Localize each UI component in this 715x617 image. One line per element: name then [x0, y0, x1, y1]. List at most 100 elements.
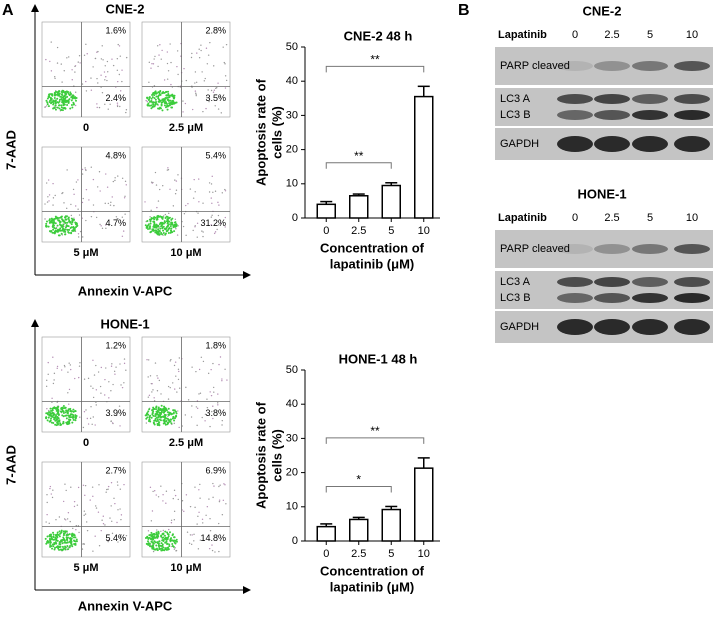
- event-dot: [198, 511, 200, 513]
- band: [557, 110, 593, 120]
- event-dot: [193, 533, 195, 536]
- event-dot: [159, 544, 162, 547]
- event-dot: [47, 179, 50, 181]
- event-dot: [75, 524, 78, 527]
- event-dot: [196, 424, 198, 427]
- event-dot: [223, 61, 226, 64]
- event-dot: [191, 366, 193, 368]
- event-dot: [201, 416, 203, 419]
- event-dot: [162, 539, 165, 542]
- event-dot: [148, 542, 151, 545]
- band: [632, 293, 668, 303]
- event-dot: [74, 414, 77, 417]
- event-dot: [83, 411, 86, 413]
- plot-label: 0: [83, 122, 89, 134]
- event-dot: [167, 231, 170, 234]
- event-dot: [152, 63, 155, 65]
- event-dot: [53, 230, 56, 233]
- event-dot: [195, 94, 197, 97]
- event-dot: [148, 97, 151, 100]
- event-dot: [114, 373, 116, 375]
- event-dot: [77, 179, 79, 181]
- event-dot: [204, 77, 206, 80]
- event-dot: [119, 363, 121, 365]
- lane-label: 2.5: [604, 212, 619, 224]
- event-dot: [153, 85, 156, 87]
- event-dot: [209, 425, 211, 428]
- event-dot: [173, 223, 176, 226]
- event-dot: [202, 221, 204, 224]
- event-dot: [67, 225, 70, 228]
- event-dot: [221, 424, 223, 426]
- event-dot: [169, 386, 171, 389]
- event-dot: [208, 191, 211, 193]
- event-dot: [206, 506, 209, 508]
- event-dot: [176, 50, 179, 52]
- event-dot: [62, 102, 65, 105]
- event-dot: [156, 45, 159, 47]
- event-dot: [53, 548, 56, 551]
- event-dot: [158, 411, 161, 414]
- event-dot: [174, 539, 177, 542]
- event-dot: [51, 547, 54, 550]
- plot-frame: [41, 146, 131, 243]
- event-dot: [49, 407, 52, 410]
- event-dot: [196, 407, 199, 410]
- event-dot: [206, 63, 209, 65]
- event-dot: [157, 98, 160, 101]
- event-dot: [68, 403, 70, 405]
- event-dot: [150, 104, 153, 107]
- event-dot: [51, 543, 54, 546]
- event-dot: [164, 537, 167, 540]
- event-dot: [119, 90, 122, 92]
- event-dot: [192, 229, 194, 232]
- event-dot: [148, 227, 151, 230]
- event-dot: [81, 168, 84, 171]
- event-dot: [60, 406, 63, 409]
- lane-label: 5: [647, 29, 653, 41]
- event-dot: [68, 219, 71, 222]
- event-dot: [120, 534, 123, 536]
- event-dot: [58, 90, 61, 93]
- event-dot: [85, 90, 88, 92]
- event-dot: [82, 484, 85, 487]
- event-dot: [224, 190, 227, 192]
- event-dot: [194, 506, 196, 509]
- event-dot: [62, 411, 65, 414]
- event-dot: [212, 362, 214, 365]
- band-label: LC3 B: [500, 109, 531, 121]
- event-dot: [144, 224, 147, 227]
- event-dot: [107, 108, 109, 110]
- quadrant-percent: 1.6%: [105, 25, 126, 35]
- event-dot: [75, 540, 78, 543]
- event-dot: [146, 96, 149, 99]
- event-dot: [52, 382, 55, 385]
- event-dot: [204, 413, 207, 416]
- event-dot: [55, 230, 58, 233]
- event-dot: [58, 100, 61, 103]
- event-dot: [82, 197, 84, 200]
- event-dot: [184, 414, 187, 416]
- lane-label: 5: [647, 212, 653, 224]
- event-dot: [154, 417, 157, 420]
- event-dot: [94, 505, 97, 507]
- event-dot: [151, 537, 154, 540]
- event-dot: [154, 490, 156, 492]
- event-dot: [63, 547, 66, 550]
- event-dot: [175, 538, 178, 541]
- plot-frame: [141, 461, 231, 558]
- quadrant-percent: 5.4%: [205, 150, 226, 160]
- event-dot: [210, 197, 212, 199]
- event-dot: [69, 107, 72, 110]
- event-dot: [149, 375, 152, 377]
- event-dot: [152, 406, 155, 409]
- event-dot: [109, 103, 111, 106]
- event-dot: [156, 206, 158, 209]
- y-axis-label: 7-AAD: [3, 130, 18, 170]
- event-dot: [60, 369, 63, 371]
- flow-title: HONE-1: [100, 316, 149, 331]
- event-dot: [52, 533, 55, 536]
- event-dot: [116, 69, 119, 71]
- event-dot: [72, 103, 75, 106]
- event-dot: [174, 179, 176, 181]
